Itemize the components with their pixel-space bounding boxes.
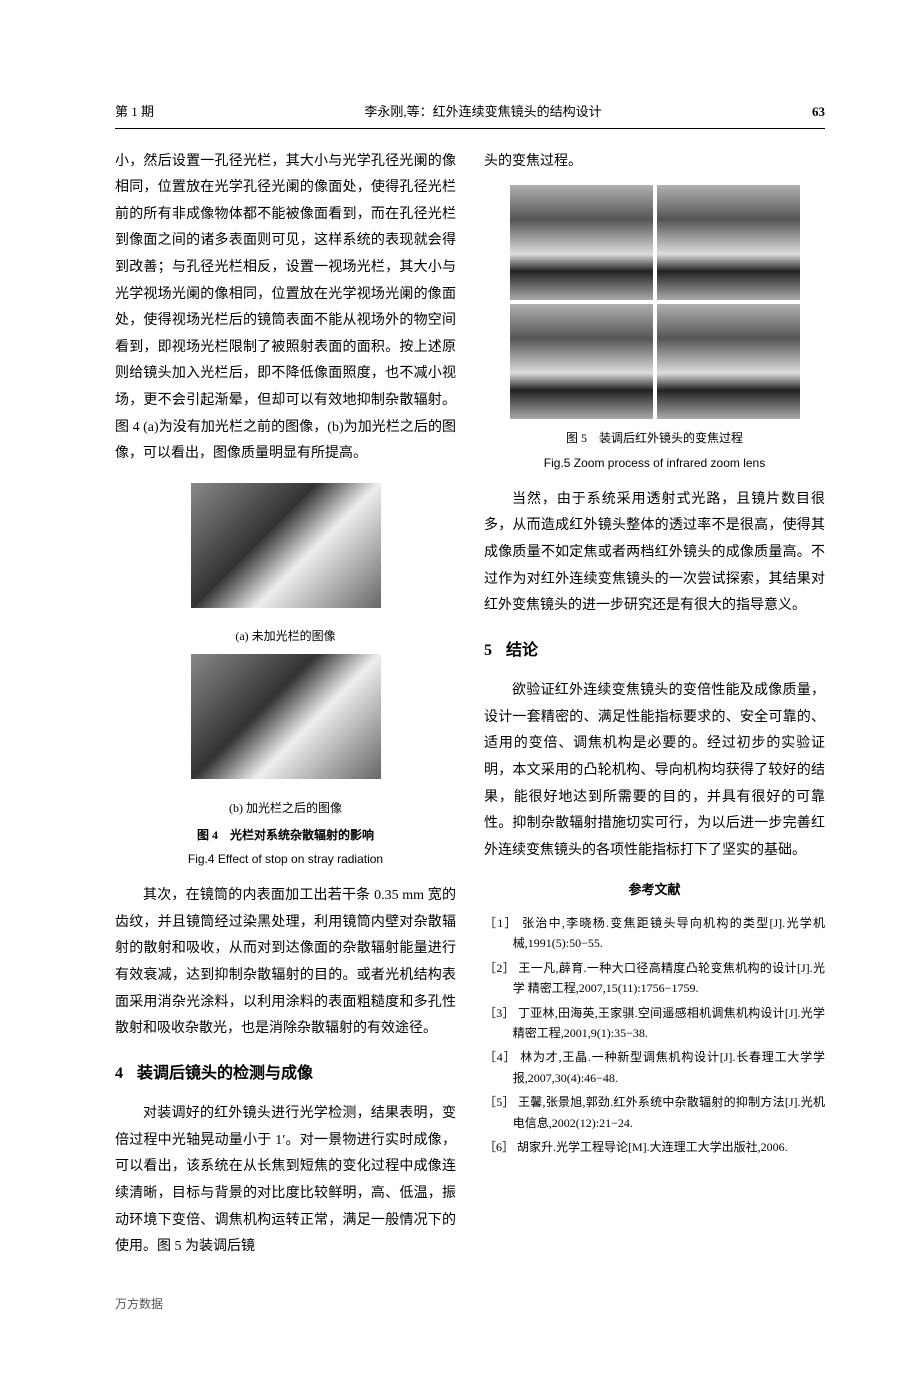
body-paragraph: 头的变焦过程。 [484, 149, 825, 176]
body-paragraph: 对装调好的红外镜头进行光学检测，结果表明，变倍过程中光轴晃动量小于 1′。对一景… [115, 1101, 456, 1261]
running-title: 李永刚,等：红外连续变焦镜头的结构设计 [154, 100, 812, 125]
section-5-heading: 5 结论 [484, 636, 825, 666]
figure-4b-caption: (b) 加光栏之后的图像 [115, 797, 456, 820]
figure-5-panel [510, 185, 653, 300]
figure-4a-caption: (a) 未加光栏的图像 [115, 625, 456, 648]
body-paragraph: 其次，在镜筒的内表面加工出若干条 0.35 mm 宽的齿纹，并且镜筒经过染黑处理… [115, 883, 456, 1043]
figure-4-title-en: Fig.4 Effect of stop on stray radiation [115, 848, 456, 871]
figure-4: (a) 未加光栏的图像 (b) 加光栏之后的图像 图 4 光栏对系统杂散辐射的影… [115, 480, 456, 871]
page-header: 第 1 期 李永刚,等：红外连续变焦镜头的结构设计 63 [115, 100, 825, 129]
footer-watermark: 万方数据 [115, 1293, 825, 1316]
figure-4-title-cn: 图 4 光栏对系统杂散辐射的影响 [115, 824, 456, 847]
figure-5-title-en: Fig.5 Zoom process of infrared zoom lens [484, 452, 825, 475]
body-paragraph: 欲验证红外连续变焦镜头的变倍性能及成像质量，设计一套精密的、满足性能指标要求的、… [484, 678, 825, 864]
reference-item: ［4］ 林为才,王晶.一种新型调焦机构设计[J].长春理工大学学报,2007,3… [484, 1047, 825, 1088]
body-paragraph: 当然，由于系统采用透射式光路，且镜片数目很多，从而造成红外镜头整体的透过率不是很… [484, 487, 825, 620]
section-4-heading: 4 装调后镜头的检测与成像 [115, 1059, 456, 1089]
figure-4b-image [191, 654, 381, 779]
section-number: 5 [484, 636, 492, 666]
figure-5-title-cn: 图 5 装调后红外镜头的变焦过程 [484, 427, 825, 450]
issue-label: 第 1 期 [115, 100, 154, 125]
section-title: 结论 [506, 636, 538, 666]
reference-item: ［6］ 胡家升.光学工程导论[M].大连理工大学出版社,2006. [484, 1137, 825, 1157]
figure-5-grid [510, 185, 800, 419]
reference-item: ［2］ 王一凡,薜育.一种大口径高精度凸轮变焦机构的设计[J].光学 精密工程,… [484, 958, 825, 999]
reference-item: ［3］ 丁亚林,田海英,王家骐.空间遥感相机调焦机构设计[J].光学精密工程,2… [484, 1003, 825, 1044]
left-column: 小，然后设置一孔径光栏，其大小与光学孔径光阑的像相同，位置放在光学孔径光阑的像面… [115, 149, 456, 1263]
section-title: 装调后镜头的检测与成像 [137, 1059, 313, 1089]
section-number: 4 [115, 1059, 123, 1089]
body-paragraph: 小，然后设置一孔径光栏，其大小与光学孔径光阑的像相同，位置放在光学孔径光阑的像面… [115, 149, 456, 468]
two-column-layout: 小，然后设置一孔径光栏，其大小与光学孔径光阑的像相同，位置放在光学孔径光阑的像面… [115, 149, 825, 1263]
page-number: 63 [812, 100, 825, 125]
references-heading: 参考文献 [484, 878, 825, 903]
reference-item: ［5］ 王馨,张景旭,郭劲.红外系统中杂散辐射的抑制方法[J].光机电信息,20… [484, 1092, 825, 1133]
figure-5: 图 5 装调后红外镜头的变焦过程 Fig.5 Zoom process of i… [484, 185, 825, 475]
figure-5-panel [510, 304, 653, 419]
right-column: 头的变焦过程。 图 5 装调后红外镜头的变焦过程 Fig.5 Zoom proc… [484, 149, 825, 1263]
figure-5-panel [657, 185, 800, 300]
references-list: ［1］ 张治中,李晓杨.变焦距镜头导向机构的类型[J].光学机械,1991(5)… [484, 913, 825, 1157]
figure-4a-image [191, 483, 381, 608]
figure-5-panel [657, 304, 800, 419]
reference-item: ［1］ 张治中,李晓杨.变焦距镜头导向机构的类型[J].光学机械,1991(5)… [484, 913, 825, 954]
